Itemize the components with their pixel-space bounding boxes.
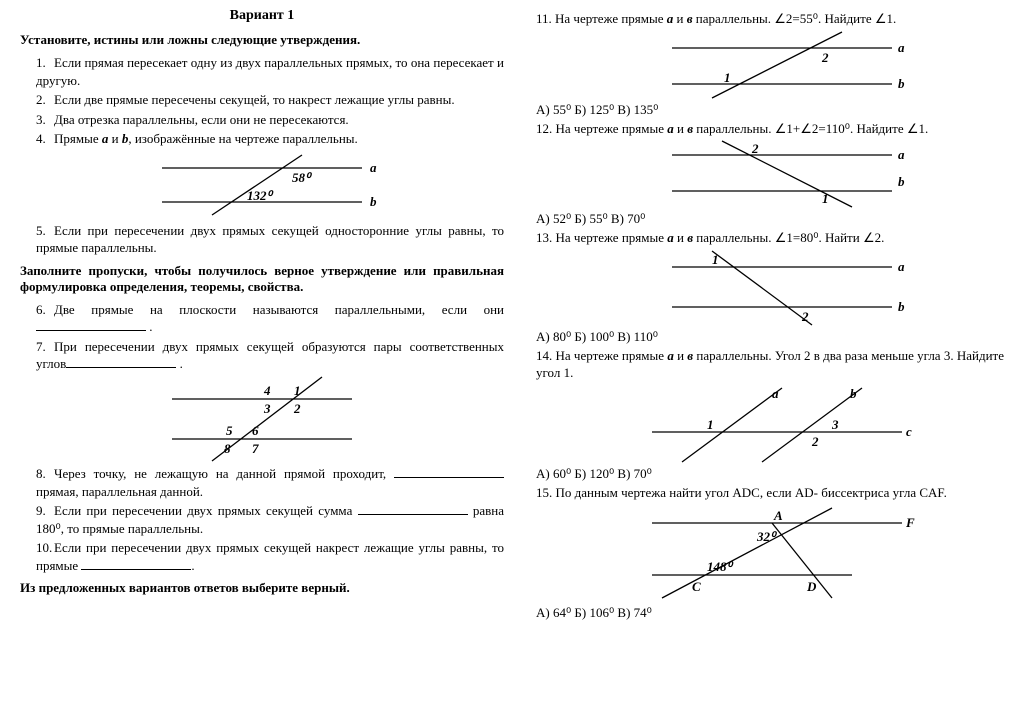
blank-10 [81,558,191,570]
item-3: 3.Два отрезка параллельны, если они не п… [36,111,504,129]
figure-7: 1 2 3 4 5 6 7 8 [142,375,382,463]
label-a: a [102,131,109,146]
item-4: 4.Прямые a и b, изображённые на чертеже … [36,130,504,148]
fig11-b: b [898,76,905,91]
fig15-D: D [806,579,817,594]
item-5-text: Если при пересечении двух прямых секущей… [36,223,504,256]
figure-4: a b 58⁰ 132⁰ [132,150,392,220]
fig15-A: A [773,508,783,523]
fig11-n1: 1 [724,70,731,85]
fig11-n2: 2 [821,50,829,65]
fig4-angle1: 58⁰ [292,170,313,185]
fig13-a: a [898,259,905,274]
item-3-text: Два отрезка параллельны, если они не пер… [54,112,349,127]
item-7: 7.При пересечении двух прямых секущей об… [36,338,504,373]
list-5: 5.Если при пересечении двух прямых секущ… [20,222,504,257]
item-12: 12. На чертеже прямые a и в параллельны.… [536,120,1004,138]
right-column: 11. На чертеже прямые a и в параллельны.… [512,8,1012,717]
item-9: 9.Если при пересечении двух прямых секущ… [36,502,504,537]
fig12-b: b [898,174,905,189]
fig13-b: b [898,299,905,314]
blank-6 [36,320,146,332]
item-10: 10.Если при пересечении двух прямых секу… [36,539,504,574]
fig7-n4: 4 [263,383,271,398]
item-11: 11. На чертеже прямые a и в параллельны.… [536,10,1004,28]
fig7-n6: 6 [252,423,259,438]
fig11-a: a [898,40,905,55]
fig15-C: C [692,579,701,594]
fig4-angle2: 132⁰ [247,188,275,203]
ans-11: А) 55⁰ Б) 125⁰ В) 135⁰ [536,102,1004,118]
blank-7 [66,357,176,369]
figure-15: A F C D 32⁰ 148⁰ [602,503,922,603]
item-8-text: Через точку, не лежащую на данной прямой… [54,466,386,481]
fig14-n3: 3 [831,417,839,432]
item-8b-text: прямая, параллельная данной. [36,484,203,499]
item-2: 2.Если две прямые пересечены секущей, то… [36,91,504,109]
section3-title: Из предложенных вариантов ответов выбери… [20,580,504,596]
item-9-text: Если при пересечении двух прямых секущей… [54,503,352,518]
blank-9 [358,503,468,515]
section2-title: Заполните пропуски, чтобы получилось вер… [20,263,504,295]
item-6: 6.Две прямые на плоскости называются пар… [36,301,504,336]
item-2-text: Если две прямые пересечены секущей, то н… [54,92,455,107]
fig4-label-a: a [370,160,377,175]
variant-title: Вариант 1 [20,8,504,24]
ans-15: А) 64⁰ Б) 106⁰ В) 74⁰ [536,605,1004,621]
fig14-n2: 2 [811,434,819,449]
item-1: 1.Если прямая пересекает одну из двух па… [36,54,504,89]
left-column: Вариант 1 Установите, истины или ложны с… [12,8,512,717]
item-13: 13. На чертеже прямые a и в параллельны.… [536,229,1004,247]
blank-8 [394,466,504,478]
figure-12: a b 2 1 [612,139,912,209]
fig15-a2: 148⁰ [707,559,735,574]
ans-12: А) 52⁰ Б) 55⁰ В) 70⁰ [536,211,1004,227]
item-14: 14. На чертеже прямые a и в параллельны.… [536,347,1004,382]
fig13-n2: 2 [801,309,809,324]
list-8to10: 8.Через точку, не лежащую на данной прям… [20,465,504,574]
figure-14: a b c 1 3 2 [602,384,922,464]
fig12-n2: 2 [751,141,759,156]
fig7-n3: 3 [263,401,271,416]
fig14-n1: 1 [707,417,714,432]
fig15-F: F [905,515,915,530]
list-6to10: 6.Две прямые на плоскости называются пар… [20,301,504,373]
label-b: b [122,131,129,146]
section1-title: Установите, истины или ложны следующие у… [20,32,504,48]
figure-11: a b 2 1 [612,30,912,100]
ans-13: А) 80⁰ Б) 100⁰ В) 110⁰ [536,329,1004,345]
list-1to5: 1.Если прямая пересекает одну из двух па… [20,54,504,148]
fig15-a1: 32⁰ [756,529,778,544]
fig4-label-b: b [370,194,377,209]
item-1-text: Если прямая пересекает одну из двух пара… [36,55,504,88]
fig7-n8: 8 [224,441,231,456]
fig13-n1: 1 [712,252,719,267]
fig7-n2: 2 [293,401,301,416]
item-15: 15. По данным чертежа найти угол ADC, ес… [536,484,1004,502]
fig14-a: a [772,386,779,401]
fig7-n7: 7 [252,441,259,456]
item-6-text: Две прямые на плоскости называются парал… [54,302,504,317]
item-15-text: По данным чертежа найти угол ADC, если A… [556,485,947,500]
figure-13: a b 1 2 [612,249,912,327]
item-8: 8.Через точку, не лежащую на данной прям… [36,465,504,500]
fig14-b: b [850,386,857,401]
item-5: 5.Если при пересечении двух прямых секущ… [36,222,504,257]
fig14-c: c [906,424,912,439]
fig12-a: a [898,147,905,162]
ans-14: А) 60⁰ Б) 120⁰ В) 70⁰ [536,466,1004,482]
fig7-n1: 1 [294,383,301,398]
fig7-n5: 5 [226,423,233,438]
fig12-n1: 1 [822,191,829,206]
